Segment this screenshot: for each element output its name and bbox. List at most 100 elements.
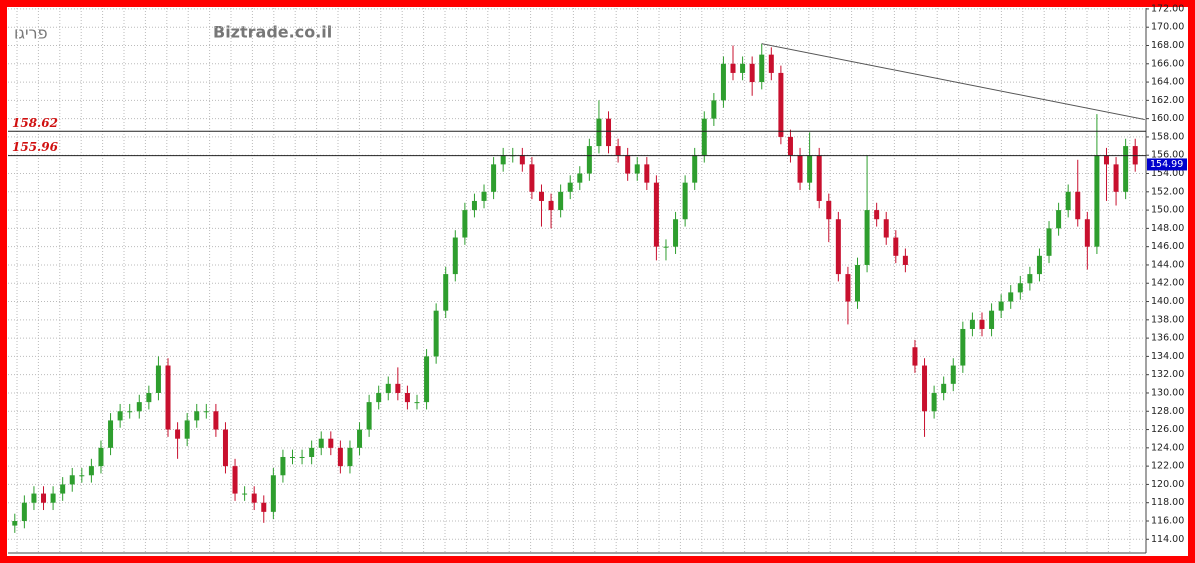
candle-body: [98, 447, 104, 467]
candle-body: [1027, 274, 1033, 284]
candle-body: [979, 319, 985, 329]
candle-body: [337, 447, 343, 467]
candle-body: [606, 118, 612, 147]
y-tick-label: 130.00: [1151, 387, 1184, 398]
candle-body: [634, 164, 640, 174]
last-price-box: [1147, 158, 1187, 171]
y-tick-label: 136.00: [1151, 333, 1184, 344]
candle-body: [395, 383, 401, 393]
watermark: Biztrade.co.il: [213, 23, 332, 42]
candle-body: [682, 182, 688, 220]
candle-body: [625, 155, 631, 174]
candle-body: [69, 475, 75, 485]
candle-body: [462, 210, 468, 238]
candle-body: [31, 493, 37, 503]
candle-body: [720, 63, 726, 101]
candle-body: [385, 383, 391, 393]
candle-body: [146, 392, 152, 403]
candle-body: [280, 456, 286, 476]
candle-body: [366, 402, 372, 430]
candle-body: [261, 502, 267, 512]
y-tick-label: 162.00: [1151, 95, 1184, 106]
candle-body: [989, 310, 995, 329]
candle-body: [749, 63, 755, 83]
y-tick-label: 146.00: [1151, 241, 1184, 252]
candle-body: [768, 54, 774, 73]
candle-body: [1017, 283, 1023, 293]
y-tick-label: 126.00: [1151, 424, 1184, 435]
candle-body: [912, 347, 918, 366]
y-tick-label: 120.00: [1151, 479, 1184, 490]
y-tick-label: 140.00: [1151, 296, 1184, 307]
y-tick-label: 170.00: [1151, 22, 1184, 33]
candle-body: [893, 237, 899, 256]
candle-body: [203, 411, 209, 413]
candle-body: [730, 63, 736, 73]
candle-body: [883, 219, 889, 238]
candle-body: [558, 191, 564, 211]
y-tick-label: 138.00: [1151, 314, 1184, 325]
candle-body: [941, 383, 947, 393]
candle-body: [1103, 155, 1109, 165]
candle-body: [184, 420, 190, 439]
candle-body: [692, 155, 698, 183]
candle-body: [1123, 146, 1129, 192]
candle-body: [596, 118, 602, 147]
y-tick-label: 142.00: [1151, 278, 1184, 289]
candle-body: [529, 164, 535, 192]
candle-body: [242, 493, 248, 495]
y-tick-label: 122.00: [1151, 461, 1184, 472]
candle-body: [577, 173, 583, 183]
candle-body: [299, 456, 305, 458]
candle-body: [902, 255, 908, 265]
candle-body: [998, 301, 1004, 311]
candle-body: [1065, 191, 1071, 211]
candle-body: [701, 118, 707, 156]
candle-body: [586, 146, 592, 174]
candle-body: [60, 484, 66, 494]
y-tick-label: 116.00: [1151, 515, 1184, 526]
candle-body: [922, 365, 928, 412]
candle-body: [874, 210, 880, 220]
candle-body: [433, 310, 439, 357]
candle-body: [136, 402, 142, 412]
candle-body: [79, 475, 85, 477]
candle-body: [270, 475, 276, 512]
trendline: [761, 43, 1145, 121]
candle-body: [21, 502, 27, 521]
y-tick-label: 124.00: [1151, 442, 1184, 453]
y-tick-label: 166.00: [1151, 58, 1184, 69]
candle-body: [194, 411, 200, 421]
candle-body: [155, 365, 161, 393]
candle-body: [357, 429, 363, 448]
candle-body: [1084, 219, 1090, 247]
candle-body: [309, 447, 315, 457]
candle-body: [328, 438, 334, 448]
candle-body: [222, 429, 228, 467]
candle-body: [673, 219, 679, 247]
candle-body: [615, 146, 621, 156]
y-tick-label: 158.00: [1151, 131, 1184, 142]
candle-body: [347, 447, 353, 467]
y-tick-label: 148.00: [1151, 223, 1184, 234]
candle-body: [318, 438, 324, 448]
candle-body: [931, 392, 937, 412]
candle-body: [41, 493, 47, 503]
y-tick-label: 134.00: [1151, 351, 1184, 362]
candle-body: [500, 155, 506, 165]
candle-body: [12, 520, 18, 526]
candle-body: [251, 493, 257, 503]
y-tick-label: 128.00: [1151, 406, 1184, 417]
candle-body: [864, 210, 870, 265]
candle-body: [50, 493, 56, 503]
candle-body: [787, 136, 793, 156]
candle-body: [404, 392, 410, 403]
candle-body: [175, 429, 181, 439]
y-tick-label: 154.00: [1151, 168, 1184, 179]
candle-body: [88, 466, 94, 476]
candle-body: [491, 164, 497, 192]
candle-body: [1046, 228, 1052, 256]
candle-body: [117, 411, 123, 421]
candle-body: [807, 155, 813, 183]
candle-body: [290, 456, 295, 458]
